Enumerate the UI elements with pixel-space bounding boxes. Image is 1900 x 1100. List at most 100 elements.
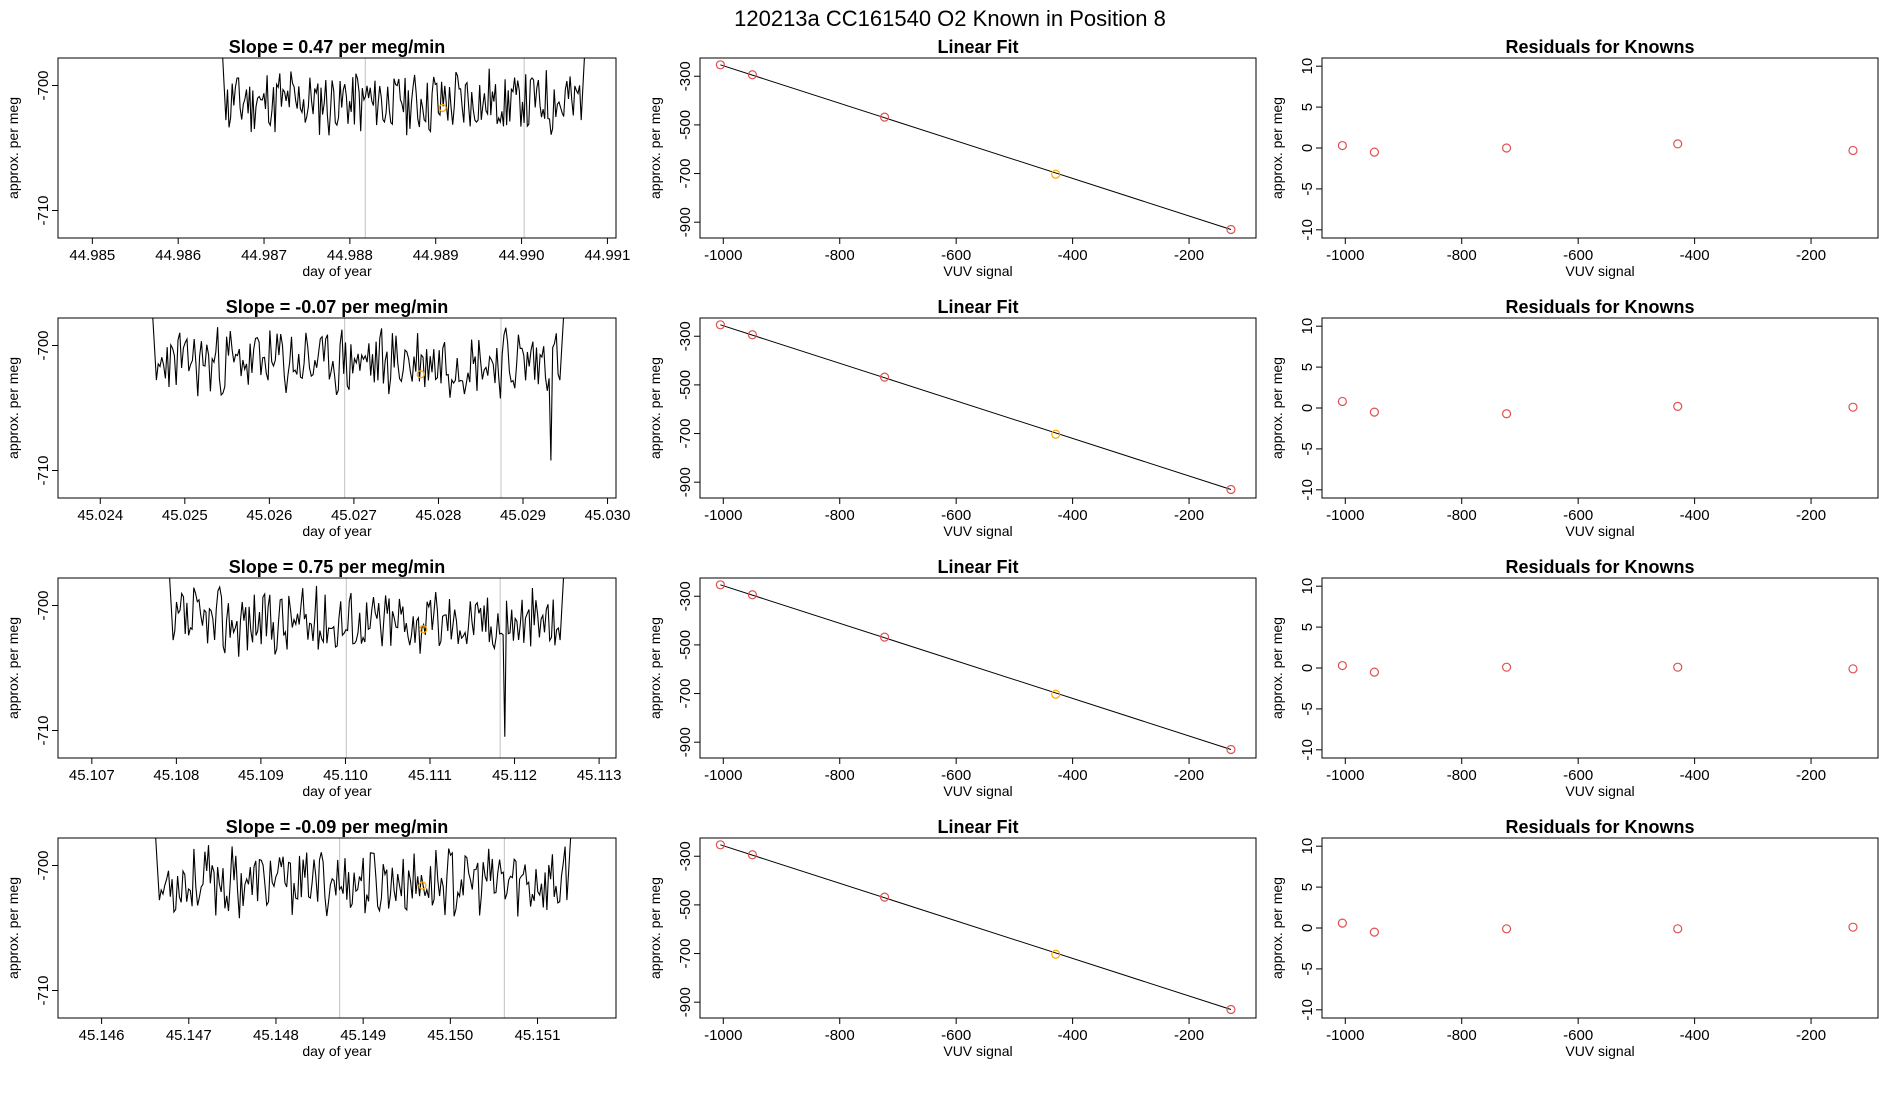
- residual-point: [1673, 139, 1683, 149]
- y-tick-label: 5: [1299, 363, 1316, 371]
- x-tick-label: 45.027: [331, 507, 377, 524]
- x-tick-label: -800: [825, 767, 855, 784]
- chart-resid-row2: Residuals for Knowns -1000 -800 -600 -400 -20…: [1269, 297, 1879, 539]
- data-point: [1226, 1004, 1236, 1015]
- y-tick-label: -710: [35, 455, 52, 485]
- x-tick-label: -400: [1058, 247, 1088, 264]
- x-tick-label: 45.029: [500, 507, 546, 524]
- x-tick-label: 45.151: [515, 1027, 561, 1044]
- data-point: [715, 60, 725, 70]
- y-tick-label: -10: [1299, 219, 1316, 241]
- chart-title: Slope = -0.09 per meg/min: [226, 817, 449, 837]
- data-point: [1051, 169, 1061, 179]
- chart-timeseries-row3: Slope = 0.75 per meg/min 45.107 45.108 45.1…: [5, 557, 621, 799]
- x-tick-label: -600: [941, 767, 971, 784]
- y-tick-label: 0: [1299, 924, 1316, 932]
- x-tick-label: -1000: [704, 247, 742, 264]
- y-tick-label: -900: [677, 727, 694, 757]
- residual-point: [1848, 145, 1858, 156]
- data-point: [715, 580, 725, 590]
- data-point: [747, 70, 757, 80]
- y-axis-label: approx. per meg: [1269, 877, 1285, 979]
- x-tick-label: -600: [1563, 507, 1593, 524]
- data-point: [715, 840, 725, 850]
- y-tick-label: 10: [1299, 58, 1316, 75]
- x-tick-label: -200: [1174, 767, 1204, 784]
- residual-point: [1337, 918, 1347, 928]
- y-axis-label: approx. per meg: [647, 877, 663, 979]
- chart-fit-row2: Linear Fit -1000 -800 -600 -400 -200 -300 -500 -…: [647, 297, 1257, 539]
- y-tick-label: 0: [1299, 404, 1316, 412]
- y-tick-label: -500: [677, 630, 694, 660]
- data-point: [747, 330, 757, 340]
- x-axis-label: day of year: [302, 783, 372, 799]
- chart-title: Linear Fit: [937, 37, 1018, 57]
- plot-frame: [1321, 577, 1879, 759]
- chart-title: Linear Fit: [937, 297, 1018, 317]
- residual-point: [1673, 401, 1683, 411]
- y-tick-label: -710: [35, 715, 52, 745]
- x-tick-label: -800: [1447, 1027, 1477, 1044]
- x-tick-label: -1000: [704, 1027, 742, 1044]
- x-tick-label: 44.986: [155, 247, 201, 264]
- x-tick-label: 44.991: [584, 247, 630, 264]
- residual-point: [1848, 922, 1858, 932]
- y-axis-label: approx. per meg: [647, 617, 663, 719]
- plot-frame: [699, 317, 1257, 499]
- x-tick-label: -600: [941, 507, 971, 524]
- signal-trace-line: [167, 577, 566, 737]
- fit-line: [720, 324, 1232, 490]
- y-tick-label: 0: [1299, 664, 1316, 672]
- x-axis-label: day of year: [302, 1043, 372, 1059]
- signal-trace-line: [151, 317, 566, 461]
- x-axis-label: VUV signal: [1565, 263, 1634, 279]
- data-point: [1226, 224, 1236, 235]
- x-tick-label: -600: [941, 247, 971, 264]
- x-tick-label: 45.110: [323, 767, 368, 784]
- data-point: [879, 892, 890, 902]
- data-point: [1226, 484, 1236, 495]
- x-tick-label: -800: [825, 247, 855, 264]
- x-tick-label: 45.109: [238, 767, 284, 784]
- x-tick-label: 45.148: [253, 1027, 299, 1044]
- signal-trace-line: [153, 837, 573, 919]
- x-tick-label: 44.990: [499, 247, 545, 264]
- chart-timeseries-row2: Slope = -0.07 per meg/min 45.024 45.025 45.…: [5, 297, 630, 539]
- y-tick-label: -500: [677, 890, 694, 920]
- y-tick-label: 10: [1299, 578, 1316, 595]
- y-axis-label: approx. per meg: [647, 357, 663, 459]
- y-tick-label: -710: [35, 975, 52, 1005]
- y-tick-label: -700: [35, 850, 52, 880]
- panel-grid: Slope = 0.47 per meg/min 44.985 44.986 44.9…: [5, 37, 1879, 1059]
- x-tick-label: -400: [1680, 507, 1710, 524]
- chart-title: Slope = 0.75 per meg/min: [229, 557, 446, 577]
- x-tick-label: -600: [1563, 247, 1593, 264]
- data-point: [715, 320, 725, 330]
- plot-frame: [699, 837, 1257, 1019]
- x-axis-label: VUV signal: [943, 263, 1012, 279]
- x-tick-label: -800: [1447, 507, 1477, 524]
- plot-frame: [699, 577, 1257, 759]
- residual-point: [1673, 924, 1683, 934]
- y-tick-label: -10: [1299, 479, 1316, 501]
- figure-title: 120213a CC161540 O2 Known in Position 8: [734, 6, 1166, 31]
- current-point-marker: [416, 370, 425, 379]
- plot-frame: [1321, 837, 1879, 1019]
- residual-point: [1337, 140, 1347, 151]
- chart-timeseries-row1: Slope = 0.47 per meg/min 44.985 44.986 44.9…: [5, 37, 630, 279]
- x-tick-label: 45.147: [166, 1027, 212, 1044]
- x-tick-label: 45.024: [77, 507, 123, 524]
- x-tick-label: 45.146: [79, 1027, 125, 1044]
- y-tick-label: -500: [677, 110, 694, 140]
- residual-point: [1369, 407, 1379, 417]
- chart-title: Residuals for Knowns: [1505, 37, 1694, 57]
- x-tick-label: -400: [1680, 1027, 1710, 1044]
- y-tick-label: 10: [1299, 318, 1316, 335]
- x-axis-label: VUV signal: [1565, 1043, 1634, 1059]
- residual-point: [1848, 664, 1858, 674]
- x-axis-label: VUV signal: [1565, 523, 1634, 539]
- x-tick-label: -400: [1058, 1027, 1088, 1044]
- x-axis-label: VUV signal: [943, 783, 1012, 799]
- y-tick-label: -700: [677, 939, 694, 969]
